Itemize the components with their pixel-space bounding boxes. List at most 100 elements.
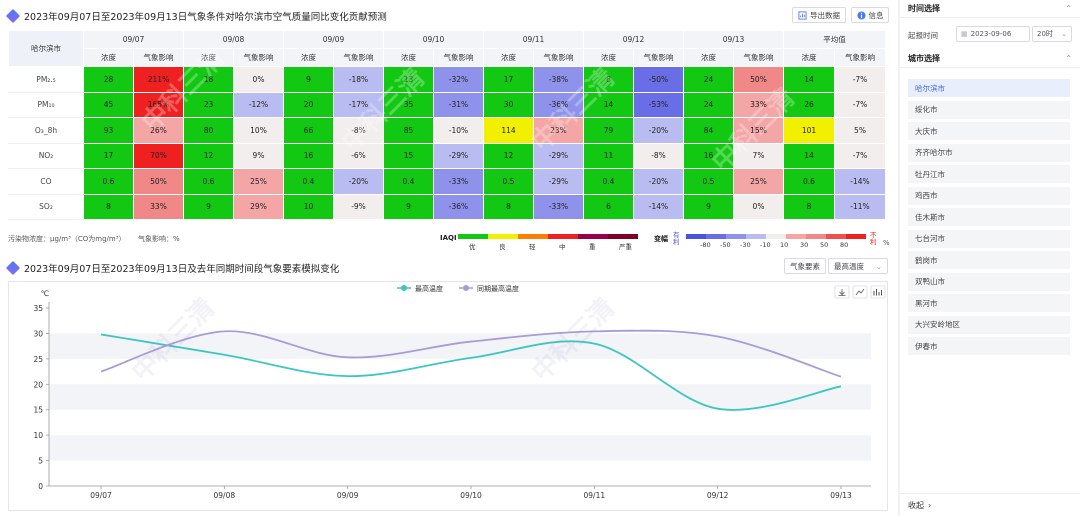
city-item[interactable]: 鹤岗市 bbox=[908, 251, 1070, 269]
city-item[interactable]: 齐齐哈尔市 bbox=[908, 143, 1070, 162]
line-chart-glyph bbox=[855, 288, 865, 296]
x-tick-label: 09/07 bbox=[90, 491, 112, 500]
iaqi-color-swatch bbox=[608, 234, 638, 239]
unfavorable-label: 不利 bbox=[870, 231, 877, 246]
pollutant-label: CO bbox=[8, 168, 84, 195]
concentration-cell: 35 bbox=[383, 91, 434, 118]
amp-color-swatch bbox=[786, 234, 806, 239]
met-impact-table: 哈尔滨市 09/07 09/08 09/09 09/10 09/11 09/12 09/13… bbox=[8, 30, 886, 220]
concentration-cell: 101 bbox=[783, 117, 835, 144]
time-select-title: 时间选择 bbox=[908, 4, 940, 13]
city-select-header[interactable]: 城市选择 ⌃ bbox=[900, 50, 1080, 68]
main-panel: 2023年09月07日至2023年09月13日气象条件对哈尔滨市空气质量同比变化… bbox=[0, 0, 898, 516]
iaqi-color-swatch bbox=[548, 234, 578, 239]
legend-marker bbox=[463, 285, 469, 291]
date-header: 平均值 bbox=[783, 30, 886, 49]
concentration-subheader: 浓度 bbox=[183, 48, 234, 67]
met-impact-cell: -18% bbox=[333, 66, 384, 93]
city-header: 哈尔滨市 bbox=[8, 30, 84, 67]
concentration-cell: 0.6 bbox=[783, 168, 835, 195]
pollutant-label: NO₂ bbox=[8, 142, 84, 169]
y-tick-label: 30 bbox=[33, 329, 43, 338]
concentration-cell: 9 bbox=[283, 66, 334, 93]
export-data-button[interactable]: 导出数据 bbox=[792, 7, 846, 23]
legend-label: 最高温度 bbox=[415, 284, 443, 293]
met-impact-cell: 165% bbox=[133, 91, 184, 118]
pollutant-label: O₃_8h bbox=[8, 117, 84, 144]
amp-tick-label: 50 bbox=[820, 241, 829, 249]
concentration-cell: 15 bbox=[383, 142, 434, 169]
report-date-input[interactable]: ▦ 2023-09-06 bbox=[956, 26, 1030, 42]
city-item[interactable]: 大兴安岭地区 bbox=[908, 315, 1070, 334]
collapse-button[interactable]: 收起 › bbox=[900, 493, 1080, 516]
x-tick-label: 09/13 bbox=[830, 491, 852, 500]
concentration-cell: 9 bbox=[383, 193, 434, 220]
amp-tick-label: 80 bbox=[840, 241, 849, 249]
report-time-label: 起报时间 bbox=[908, 31, 938, 40]
met-impact-cell: -53% bbox=[633, 91, 684, 118]
met-impact-cell: 23% bbox=[533, 117, 584, 144]
city-item[interactable]: 哈尔滨市 bbox=[908, 79, 1070, 97]
city-item[interactable]: 绥化市 bbox=[908, 100, 1070, 119]
concentration-cell: 93 bbox=[83, 117, 134, 144]
concentration-cell: 11 bbox=[583, 142, 634, 169]
grid-band bbox=[49, 333, 871, 359]
met-impact-cell: 10% bbox=[233, 117, 284, 144]
export-data-label: 导出数据 bbox=[810, 10, 840, 20]
met-impact-cell: -38% bbox=[533, 66, 584, 93]
concentration-cell: 79 bbox=[583, 117, 634, 144]
city-item[interactable]: 佳木斯市 bbox=[908, 208, 1070, 226]
date-header: 09/08 bbox=[183, 30, 284, 49]
time-select-header[interactable]: 时间选择 ⌃ bbox=[900, 0, 1080, 18]
iaqi-level-label: 中 bbox=[559, 243, 566, 251]
amp-tick-label: -30 bbox=[740, 241, 751, 249]
concentration-cell: 23 bbox=[183, 91, 234, 118]
report-hour-select[interactable]: 20时 ⌄ bbox=[1032, 26, 1072, 42]
chevron-down-icon: ⌄ bbox=[875, 261, 882, 271]
concentration-cell: 8 bbox=[783, 193, 835, 220]
concentration-cell: 17 bbox=[483, 66, 534, 93]
concentration-cell: 8 bbox=[83, 193, 134, 220]
city-item[interactable]: 伊春市 bbox=[908, 337, 1070, 355]
info-button[interactable]: 信息 bbox=[851, 7, 889, 23]
city-item[interactable]: 黑河市 bbox=[908, 294, 1070, 312]
y-tick-label: 0 bbox=[38, 482, 43, 491]
city-item[interactable]: 双鸭山市 bbox=[908, 272, 1070, 291]
grid-band bbox=[49, 384, 871, 410]
met-element-label: 气象要素 bbox=[790, 261, 820, 271]
x-tick-label: 09/08 bbox=[214, 491, 236, 500]
concentration-cell: 24 bbox=[683, 91, 734, 118]
pollutant-label: PM₁₀ bbox=[8, 91, 84, 118]
met-impact-cell: 50% bbox=[733, 66, 784, 93]
table-row: O₃_8h 93 26% 80 10% 66 -8% 85 -10% 114 23% 79 -20% 84… bbox=[8, 117, 886, 144]
met-impact-cell: -11% bbox=[834, 193, 886, 220]
met-impact-cell: -36% bbox=[433, 193, 484, 220]
concentration-cell: 28 bbox=[83, 66, 134, 93]
amp-tick-label: -80 bbox=[700, 241, 711, 249]
amp-color-swatch bbox=[826, 234, 846, 239]
amp-tick-label: 10 bbox=[780, 241, 789, 249]
met-element-button[interactable]: 气象要素 bbox=[784, 258, 826, 274]
city-select-title: 城市选择 bbox=[908, 54, 940, 63]
city-item[interactable]: 七台河市 bbox=[908, 229, 1070, 248]
concentration-cell: 8 bbox=[583, 66, 634, 93]
concentration-cell: 80 bbox=[183, 117, 234, 144]
diamond-logo-icon bbox=[5, 8, 21, 24]
met-note: 气象影响：% bbox=[138, 235, 180, 243]
met-impact-subheader: 气象影响 bbox=[433, 48, 484, 67]
concentration-cell: 16 bbox=[683, 142, 734, 169]
iaqi-level-label: 严重 bbox=[619, 243, 632, 251]
city-item[interactable]: 牡丹江市 bbox=[908, 165, 1070, 183]
concentration-cell: 0.5 bbox=[483, 168, 534, 195]
amp-color-swatch bbox=[686, 234, 706, 239]
met-impact-cell: -36% bbox=[533, 91, 584, 118]
section1-title-text: 2023年09月07日至2023年09月13日气象条件对哈尔滨市空气质量同比变化… bbox=[24, 12, 387, 23]
met-impact-cell: 70% bbox=[133, 142, 184, 169]
city-item[interactable]: 鸡西市 bbox=[908, 186, 1070, 205]
city-item[interactable]: 大庆市 bbox=[908, 122, 1070, 140]
concentration-cell: 12 bbox=[483, 142, 534, 169]
met-element-select[interactable]: 最高温度 ⌄ bbox=[828, 258, 888, 274]
iaqi-title: IAQI bbox=[440, 234, 457, 242]
percent-label: % bbox=[883, 239, 890, 247]
x-tick-label: 09/10 bbox=[460, 491, 482, 500]
